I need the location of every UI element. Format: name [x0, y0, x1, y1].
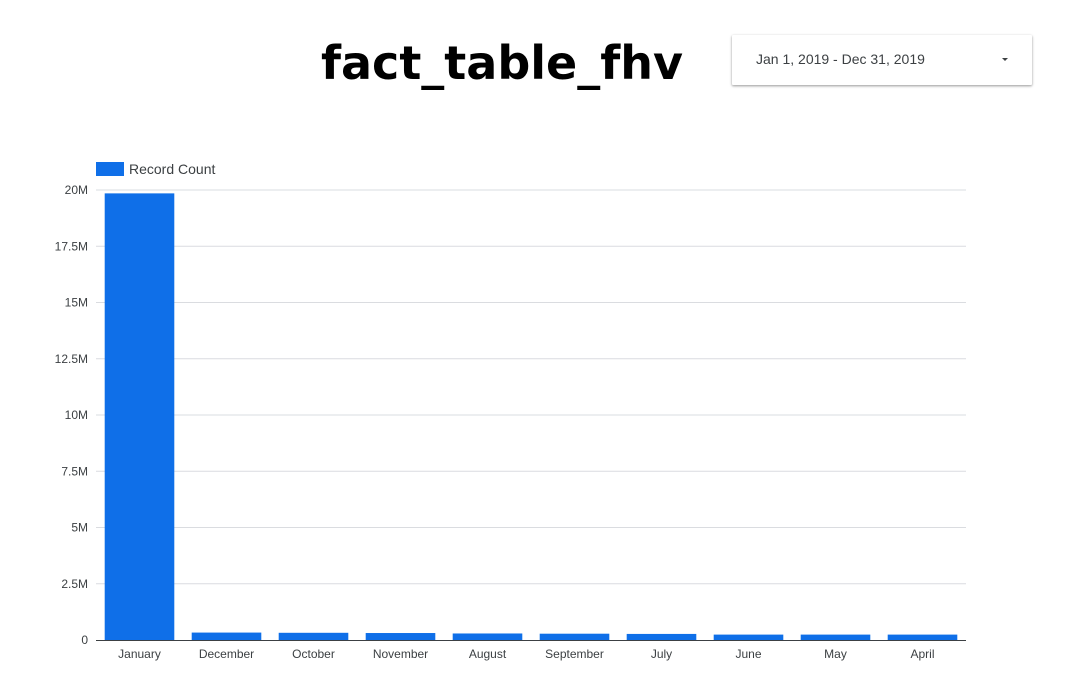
x-tick-label: August [469, 647, 507, 661]
y-tick-label: 7.5M [61, 464, 88, 478]
x-tick-label: October [292, 647, 335, 661]
legend-label-record-count: Record Count [129, 161, 216, 177]
bar-january[interactable] [104, 193, 175, 640]
bar-september[interactable] [539, 633, 610, 640]
y-tick-label: 12.5M [55, 352, 88, 366]
bar-august[interactable] [452, 633, 523, 640]
x-tick-label: June [735, 647, 761, 661]
y-tick-label: 0 [81, 633, 88, 647]
y-tick-label: 20M [65, 183, 88, 197]
bar-november[interactable] [365, 633, 436, 640]
x-tick-label: December [199, 647, 254, 661]
x-tick-label: November [373, 647, 428, 661]
caret-down-icon[interactable] [1002, 58, 1008, 61]
x-tick-label: July [651, 647, 672, 661]
y-tick-label: 15M [65, 296, 88, 310]
bar-july[interactable] [626, 633, 697, 640]
bar-june[interactable] [713, 634, 784, 640]
legend-swatch-record-count [96, 162, 124, 176]
date-range-label: Jan 1, 2019 - Dec 31, 2019 [756, 51, 925, 67]
x-tick-label: May [824, 647, 847, 661]
x-tick-label: January [118, 647, 161, 661]
x-tick-label: September [545, 647, 604, 661]
date-range-picker[interactable]: Jan 1, 2019 - Dec 31, 2019 [732, 35, 1032, 85]
y-tick-label: 5M [71, 521, 88, 535]
bar-october[interactable] [278, 632, 349, 640]
y-tick-label: 17.5M [55, 239, 88, 253]
bar-may[interactable] [800, 634, 871, 640]
x-tick-label: April [910, 647, 934, 661]
bar-april[interactable] [887, 634, 958, 640]
bar-december[interactable] [191, 632, 262, 640]
y-tick-label: 10M [65, 408, 88, 422]
report-title: fact_table_fhv [321, 36, 683, 90]
chart-legend: Record Count [96, 160, 215, 178]
y-tick-label: 2.5M [61, 577, 88, 591]
